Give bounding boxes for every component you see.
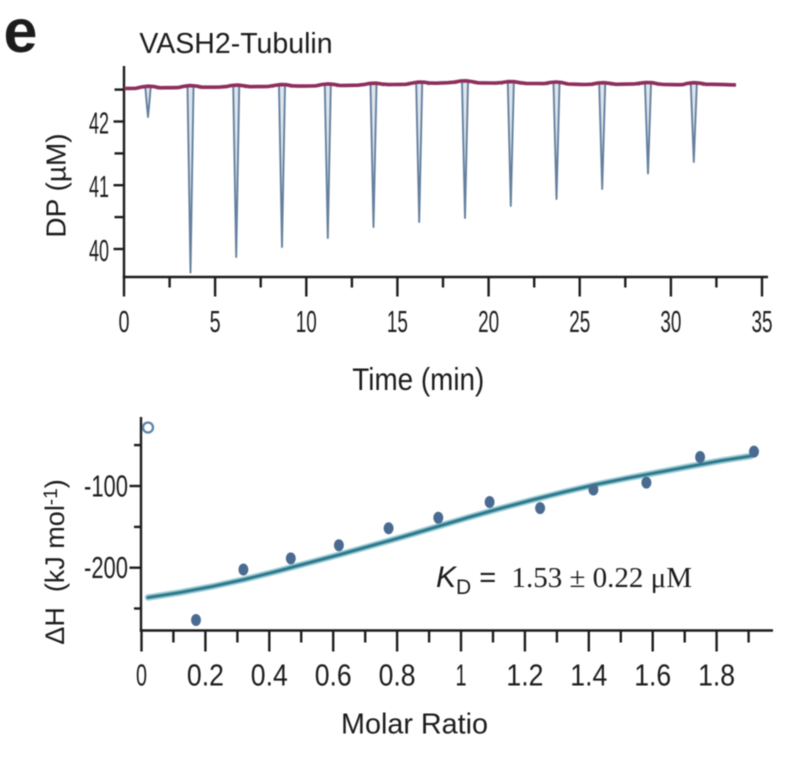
svg-text:5: 5	[210, 304, 221, 339]
svg-text:1.2: 1.2	[506, 658, 543, 693]
svg-text:25: 25	[569, 304, 590, 339]
svg-text:0.4: 0.4	[251, 658, 288, 693]
svg-text:Time (min): Time (min)	[352, 361, 484, 397]
svg-text:35: 35	[752, 304, 773, 339]
svg-text:15: 15	[387, 304, 408, 339]
svg-text:0: 0	[119, 304, 130, 339]
svg-text:-100: -100	[84, 469, 128, 504]
svg-text:1.4: 1.4	[570, 658, 607, 693]
svg-text:VASH2-Tubulin: VASH2-Tubulin	[139, 28, 332, 60]
svg-text:42: 42	[89, 106, 109, 141]
svg-text:20: 20	[478, 304, 499, 339]
svg-text:DP (µM): DP (µM)	[41, 133, 72, 237]
svg-text:0.2: 0.2	[187, 658, 224, 693]
svg-text:e: e	[4, 0, 38, 65]
svg-text:KD = 1.53 ± 0.22 μM: KD = 1.53 ± 0.22 μM	[436, 561, 692, 599]
svg-text:1: 1	[456, 658, 467, 693]
svg-text:40: 40	[89, 233, 109, 268]
svg-text:0.6: 0.6	[315, 658, 352, 693]
svg-text:10: 10	[296, 304, 317, 339]
svg-text:ΔH (kJ mol-1): ΔH (kJ mol-1)	[40, 479, 70, 644]
svg-text:1.6: 1.6	[634, 658, 671, 693]
svg-text:0.8: 0.8	[379, 658, 416, 693]
svg-text:41: 41	[89, 169, 109, 204]
svg-text:30: 30	[660, 304, 681, 339]
svg-text:0: 0	[136, 658, 147, 693]
svg-text:1.8: 1.8	[698, 658, 735, 693]
svg-text:-200: -200	[84, 550, 128, 585]
svg-text:Molar Ratio: Molar Ratio	[341, 709, 488, 741]
